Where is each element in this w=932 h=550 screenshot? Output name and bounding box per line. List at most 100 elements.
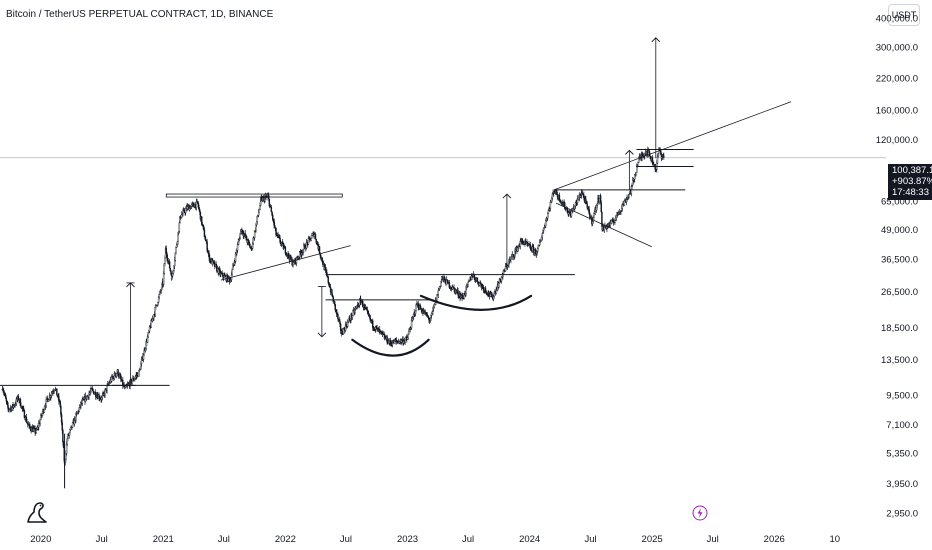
trend-line-drawing[interactable] (553, 101, 792, 191)
last-price-value: 100,387.1 (892, 165, 932, 176)
candle-body (372, 320, 374, 328)
candle-body (637, 162, 639, 167)
time-tick-label: Jul (584, 534, 596, 545)
candle-body (498, 282, 500, 288)
candle-body (178, 222, 181, 232)
arrow-head (651, 37, 661, 43)
candle-body (593, 213, 595, 218)
candle-body (150, 320, 152, 328)
bar-countdown: 17:48:33 (892, 187, 929, 198)
candle-body (585, 198, 587, 202)
resistance-band-drawing[interactable] (165, 193, 343, 198)
price-tick-label: 300,000.0 (876, 42, 918, 53)
price-tick-label: 7,100.0 (886, 420, 918, 431)
price-tick-label: 49,000.0 (881, 225, 918, 236)
time-tick-label: Jul (96, 534, 108, 545)
price-tick-label: 160,000.0 (876, 106, 918, 117)
candle-body (476, 277, 479, 283)
time-tick-label: Jul (707, 534, 719, 545)
time-tick-label: 2024 (519, 534, 540, 545)
trend-line-drawing[interactable] (220, 245, 351, 281)
candle-body (114, 373, 116, 376)
price-tick-label: 5,350.0 (886, 448, 918, 459)
symbol-title: Bitcoin / TetherUS PERPETUAL CONTRACT, 1… (6, 9, 274, 20)
candle-body (236, 244, 239, 251)
time-tick-label: 2023 (397, 534, 418, 545)
candle-body (547, 210, 550, 214)
time-tick-label: Jul (340, 534, 352, 545)
candle-body (414, 310, 417, 315)
candle-body (92, 389, 94, 392)
price-tick-label: 65,000.0 (881, 197, 918, 208)
price-tick-label: 120,000.0 (876, 135, 918, 146)
candle-body (610, 220, 613, 224)
candle-body (408, 331, 410, 335)
candle-body (231, 269, 233, 275)
candle-body (485, 290, 487, 294)
time-tick-label: 2020 (30, 534, 51, 545)
price-tick-label: 36,500.0 (881, 255, 918, 266)
candle-body (437, 290, 440, 295)
candle-body (453, 287, 455, 290)
candle-body (327, 276, 329, 283)
last-price-badge: 100,387.1 +903.87% 17:48:33 (888, 164, 932, 200)
candle-body (131, 380, 133, 384)
price-axis[interactable]: 400,000.0 300,000.0 220,000.0 160,000.0 120,… (876, 13, 918, 519)
candle-body (430, 312, 433, 316)
candle-body (333, 300, 336, 305)
price-tick-label: 220,000.0 (876, 74, 918, 85)
candle-body (168, 261, 171, 269)
time-tick-label: 2025 (642, 534, 663, 545)
time-tick-label: 2021 (153, 534, 174, 545)
time-tick-label: Jul (218, 534, 230, 545)
candle-body (193, 203, 195, 207)
candle-body (106, 385, 108, 391)
currency-button[interactable]: USDT (888, 4, 920, 26)
candle-body (199, 209, 201, 213)
candle-body (352, 310, 354, 316)
candle-body (50, 393, 53, 396)
candle-body (467, 281, 469, 285)
candle-body (164, 257, 166, 264)
price-tick-label: 400,000.0 (876, 13, 918, 24)
candle-body (381, 331, 384, 334)
rounded-bottom-arc-drawing[interactable] (419, 294, 533, 311)
candle-body (268, 198, 271, 207)
candle-body (538, 241, 541, 246)
price-tick-label: 2,950.0 (886, 508, 918, 519)
candle-body (600, 202, 602, 213)
trend-line-drawing[interactable] (555, 202, 652, 248)
candle-body (310, 238, 312, 241)
candle-body (547, 213, 549, 219)
arrow-head (502, 193, 512, 199)
candle-body (56, 388, 58, 396)
tradingview-dino-logo-icon[interactable] (26, 500, 48, 524)
candle-body (635, 172, 637, 175)
candle-body (257, 212, 260, 216)
time-tick-label: 2022 (275, 534, 296, 545)
candle-body (314, 234, 317, 240)
candle-series (1, 146, 665, 489)
candle-body (142, 354, 145, 360)
candle-body (337, 314, 339, 320)
time-axis[interactable]: 2020 Jul 2021 Jul 2022 Jul 2023 Jul 2024 Jul 2025 J… (30, 534, 840, 545)
candle-body (62, 430, 64, 443)
arrow-head (625, 149, 634, 155)
lightning-bolt-icon[interactable] (692, 505, 708, 521)
candle-body (320, 255, 322, 259)
candle-body (175, 247, 177, 254)
time-tick-label: 2026 (764, 534, 785, 545)
time-tick-label: Jul (462, 534, 474, 545)
candle-body (184, 208, 187, 213)
price-tick-label: 18,500.0 (881, 323, 918, 334)
percent-change: +903.87% (892, 176, 932, 187)
price-tick-label: 26,500.0 (881, 287, 918, 298)
price-tick-label: 3,950.0 (886, 479, 918, 490)
candle-body (536, 248, 539, 252)
candle-body (334, 303, 336, 310)
drawing-layer[interactable] (0, 37, 792, 386)
price-tick-label: 9,500.0 (886, 390, 918, 401)
time-tick-label: 10 (830, 534, 841, 545)
rounded-bottom-arc-drawing[interactable] (351, 338, 430, 357)
